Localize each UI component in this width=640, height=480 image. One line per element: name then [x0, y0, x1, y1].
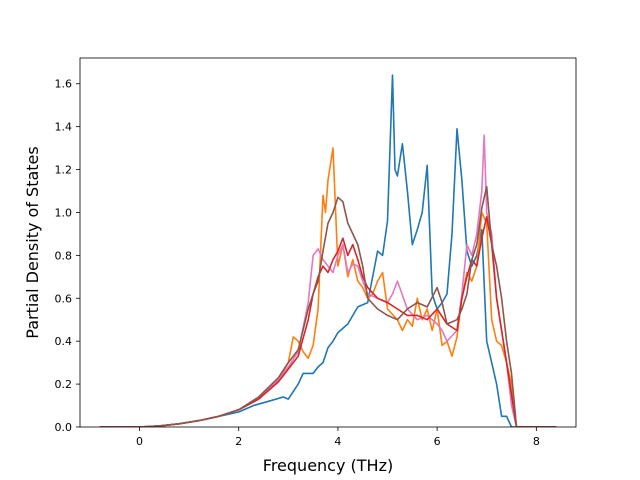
x-tick-label: 2 — [235, 435, 242, 448]
series-line-5 — [99, 185, 557, 427]
y-axis: 0.0 0.2 0.4 0.6 0.8 1.0 1.2 1.4 1.6 — [55, 78, 80, 434]
x-tick-label: 6 — [434, 435, 441, 448]
y-tick-label: 0.0 — [55, 421, 73, 434]
series-line-2 — [99, 147, 557, 427]
y-tick-label: 1.4 — [55, 121, 73, 134]
y-axis-label: Partial Density of States — [23, 146, 42, 338]
x-tick-label: 4 — [334, 435, 341, 448]
y-tick-label: 1.2 — [55, 164, 73, 177]
y-tick-label: 0.8 — [55, 249, 73, 262]
x-axis-label: Frequency (THz) — [263, 456, 393, 475]
y-tick-label: 1.6 — [55, 78, 73, 91]
y-tick-label: 0.2 — [55, 378, 73, 391]
x-tick-label: 8 — [533, 435, 540, 448]
y-tick-label: 1.0 — [55, 206, 73, 219]
series-layer — [99, 74, 557, 427]
axes-frame — [79, 57, 577, 428]
series-line-3 — [99, 134, 557, 427]
x-axis: 0 2 4 6 8 — [136, 427, 540, 448]
y-tick-label: 0.6 — [55, 292, 73, 305]
x-tick-label: 0 — [136, 435, 143, 448]
y-tick-label: 0.4 — [55, 335, 73, 348]
